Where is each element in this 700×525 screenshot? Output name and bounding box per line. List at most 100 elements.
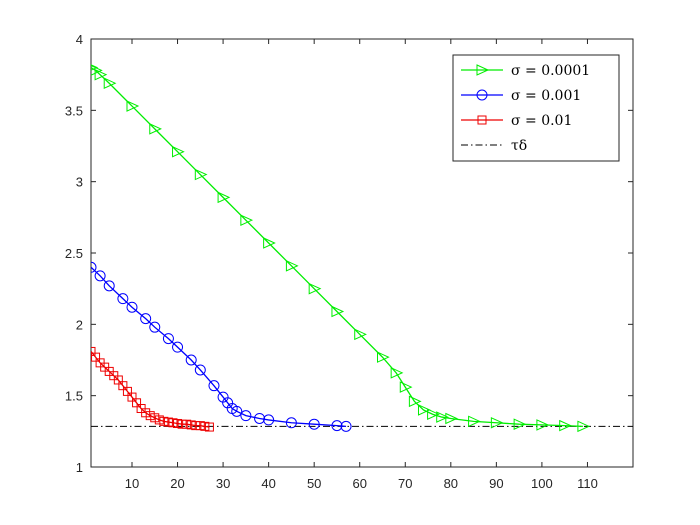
data-point	[191, 421, 201, 431]
data-point	[240, 214, 254, 226]
data-point	[308, 418, 320, 430]
data-point	[390, 367, 404, 379]
x-tick-label: 90	[489, 476, 503, 491]
data-point	[208, 380, 220, 392]
x-tick-label: 30	[216, 476, 230, 491]
x-tick-label: 80	[444, 476, 458, 491]
legend-label: σ = 0.01	[511, 113, 572, 129]
legend-label: σ = 0.0001	[511, 63, 590, 79]
legend-item	[461, 115, 503, 125]
data-point	[91, 261, 97, 273]
data-point	[194, 364, 206, 376]
series-2	[91, 261, 352, 432]
data-point	[354, 328, 367, 341]
data-point	[240, 410, 252, 422]
y-tick-label: 2.5	[65, 246, 83, 261]
data-point	[91, 346, 96, 356]
legend-box	[452, 54, 620, 162]
data-point	[231, 405, 243, 417]
legend-marker	[476, 64, 490, 76]
y-tick-label: 2	[76, 317, 83, 332]
series-line	[91, 351, 210, 428]
data-point	[194, 168, 208, 181]
data-point	[141, 408, 151, 418]
data-point	[331, 305, 345, 318]
legend: σ = 0.0001 σ = 0.001 σ = 0.01 τδ	[452, 54, 620, 162]
data-point	[126, 100, 140, 112]
data-point	[263, 414, 275, 426]
y-tick-label: 1.5	[65, 389, 83, 404]
data-point	[122, 386, 132, 396]
legend-item	[461, 64, 503, 76]
x-tick-label: 50	[307, 476, 321, 491]
data-point	[113, 375, 123, 385]
x-tick-label: 110	[577, 476, 598, 491]
data-point	[91, 64, 99, 71]
legend-label: σ = 0.001	[511, 88, 581, 104]
data-point	[331, 420, 343, 432]
data-point	[254, 412, 266, 424]
x-tick-label: 40	[261, 476, 275, 491]
data-point	[204, 422, 214, 432]
x-tick-label: 20	[170, 476, 184, 491]
data-point	[103, 77, 117, 90]
series-3	[91, 346, 214, 432]
data-point	[132, 398, 142, 408]
data-point	[445, 412, 459, 425]
y-tick-label: 3	[76, 175, 83, 190]
data-point	[117, 293, 129, 305]
data-point	[159, 416, 169, 426]
data-point	[91, 352, 101, 362]
data-point	[577, 420, 591, 433]
data-point	[177, 419, 187, 429]
data-point	[427, 408, 440, 420]
x-tick-label: 70	[398, 476, 412, 491]
data-point	[536, 419, 550, 431]
x-tick-label: 10	[125, 476, 139, 491]
data-point	[140, 313, 152, 325]
data-point	[559, 419, 572, 432]
data-point	[163, 417, 173, 427]
data-point	[195, 421, 205, 431]
y-tick-label: 1	[76, 460, 83, 475]
data-point	[118, 381, 128, 391]
series-1	[91, 64, 591, 433]
x-tick-label: 100	[531, 476, 553, 491]
y-axis: 1 1.5 2 2.5 3 3.5 4	[65, 32, 633, 475]
data-point	[145, 411, 155, 421]
data-point	[376, 351, 390, 363]
data-point	[200, 421, 210, 431]
data-point	[103, 280, 115, 292]
data-point	[417, 404, 431, 416]
data-point	[94, 68, 108, 81]
data-point	[263, 237, 276, 249]
data-point	[149, 321, 161, 333]
data-point	[340, 420, 352, 432]
data-point	[308, 282, 322, 295]
data-point	[399, 381, 413, 393]
legend-item	[461, 89, 503, 101]
data-point	[154, 415, 164, 425]
legend-marker	[476, 89, 488, 101]
plot-content	[91, 64, 633, 433]
y-tick-label: 3.5	[65, 103, 83, 118]
data-point	[127, 392, 137, 402]
legend-label: τδ	[511, 138, 527, 154]
data-point	[91, 65, 103, 76]
series-line	[91, 66, 583, 427]
data-point	[285, 417, 297, 429]
data-point	[172, 145, 185, 158]
data-point	[168, 418, 178, 428]
legend-marker	[477, 115, 487, 125]
data-point	[182, 419, 192, 429]
x-tick-label: 60	[352, 476, 366, 491]
data-point	[185, 354, 197, 366]
data-point	[408, 395, 422, 408]
data-point	[468, 415, 481, 428]
data-point	[173, 418, 183, 428]
data-point	[186, 420, 196, 430]
data-point	[126, 301, 138, 313]
data-point	[172, 341, 184, 353]
data-point	[94, 270, 106, 282]
